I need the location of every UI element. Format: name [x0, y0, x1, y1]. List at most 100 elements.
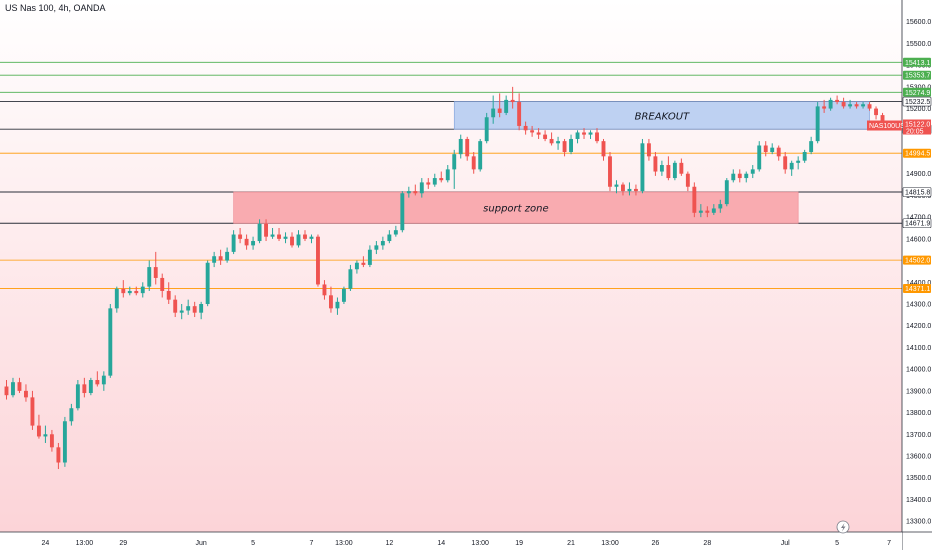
- candle-body: [659, 165, 664, 172]
- candle-body: [562, 141, 567, 152]
- candle-body: [95, 380, 100, 385]
- candle-body: [393, 230, 398, 235]
- time-axis-bg: [0, 532, 902, 550]
- level-pill-2[interactable]: [903, 87, 931, 97]
- level-pill-3[interactable]: [902, 96, 932, 107]
- candle-body: [484, 117, 489, 142]
- y-tick-label: 15200.0: [906, 106, 931, 113]
- candle-body: [36, 425, 41, 437]
- countdown-label: 20:05: [906, 129, 924, 136]
- candle-body: [633, 188, 638, 192]
- level-pill-1[interactable]: [903, 70, 931, 80]
- candle-body: [744, 173, 749, 179]
- candle-body: [724, 180, 729, 205]
- horizontal-levels: [0, 61, 902, 289]
- zone-rect-1[interactable]: [233, 191, 799, 224]
- candle-body: [497, 108, 502, 113]
- candle-body: [796, 160, 801, 163]
- candle-body: [56, 447, 61, 463]
- candle-body: [374, 245, 379, 250]
- plot-background: [0, 0, 902, 532]
- candle-body: [672, 162, 677, 179]
- candle-body: [147, 267, 152, 287]
- chart-title: US Nas 100, 4h, OANDA: [5, 3, 106, 13]
- candle-body: [114, 288, 119, 309]
- lightning-icon[interactable]: [836, 520, 850, 534]
- candle-body: [582, 132, 586, 135]
- candle-body: [69, 408, 74, 422]
- candle-body: [270, 234, 275, 237]
- symbol-tag[interactable]: [867, 120, 902, 131]
- candle-body: [387, 234, 392, 242]
- level-pill-10[interactable]: [903, 284, 931, 294]
- candle-body: [536, 132, 541, 135]
- candle-body: [30, 397, 35, 426]
- candle-body: [11, 382, 15, 396]
- x-tick-label: 28: [703, 540, 711, 547]
- level-pill-8[interactable]: [902, 218, 932, 229]
- candle-body: [251, 241, 256, 246]
- time-axis[interactable]: 24 13:00 29 Jun 5 7 13:00 12 14 13:00 19 21 13:00 26 2…: [0, 531, 932, 550]
- candle-body: [595, 132, 599, 142]
- zone-label-1: support zone: [483, 204, 548, 215]
- candle-body: [218, 256, 223, 261]
- candle-body: [426, 182, 431, 185]
- y-tick-label: 13300.0: [906, 519, 931, 526]
- candles: [4, 86, 885, 470]
- candle-body: [186, 306, 191, 311]
- candle-body: [400, 193, 405, 231]
- level-pill-label-0: 15413.1: [905, 60, 930, 67]
- candle-body: [199, 304, 204, 313]
- candle-body: [601, 141, 606, 157]
- candle-body: [627, 188, 632, 192]
- candle-body: [75, 384, 80, 409]
- zones: BREAKOUT support zone: [233, 101, 870, 224]
- current-price-pill[interactable]: [903, 119, 931, 135]
- candle-body: [238, 234, 243, 239]
- candle-body: [452, 154, 457, 170]
- candle-body: [698, 210, 703, 213]
- level-pill-6[interactable]: [902, 187, 932, 197]
- candle-body: [718, 204, 723, 209]
- candle-body: [225, 251, 230, 261]
- y-tick-label: 14700.0: [906, 215, 931, 222]
- candle-body: [367, 249, 372, 265]
- x-tick-label: 7: [310, 540, 314, 547]
- candle-body: [166, 290, 171, 300]
- candle-body: [517, 102, 522, 126]
- candle-body: [478, 141, 483, 170]
- candle-body: [835, 99, 840, 103]
- y-tick-label: 14100.0: [906, 345, 931, 352]
- zone-rect-0[interactable]: [453, 101, 870, 130]
- x-tick-label: 12: [385, 540, 393, 547]
- level-pill-label-6: 14815.8: [905, 189, 930, 196]
- candle-body: [445, 169, 450, 181]
- level-pill-5[interactable]: [903, 148, 931, 158]
- candle-body: [406, 191, 411, 194]
- level-pill-9[interactable]: [903, 255, 931, 265]
- candle-body: [711, 208, 716, 213]
- candle-body: [783, 156, 788, 170]
- candle-body: [874, 108, 878, 116]
- candle-body: [802, 152, 807, 161]
- candle-body: [127, 290, 132, 294]
- x-tick-label: 14: [437, 540, 445, 547]
- candle-body: [867, 104, 872, 109]
- price-axis[interactable]: 13300.0 13400.0 13500.0 13600.0 13700.0 13800…: [901, 0, 932, 550]
- candle-body: [335, 301, 340, 309]
- x-tick-label: 24: [42, 540, 50, 547]
- candle-body: [757, 145, 762, 170]
- candle-body: [588, 132, 593, 135]
- candle-body: [523, 125, 528, 131]
- candle-body: [822, 106, 827, 109]
- x-tick-label: 5: [835, 540, 839, 547]
- candle-body: [685, 173, 690, 187]
- x-tick-label: 13:00: [76, 540, 94, 547]
- candle-body: [692, 186, 697, 213]
- candle-body: [140, 286, 145, 294]
- candle-body: [153, 267, 158, 278]
- candle-body: [101, 375, 106, 385]
- level-pill-0[interactable]: [903, 57, 931, 67]
